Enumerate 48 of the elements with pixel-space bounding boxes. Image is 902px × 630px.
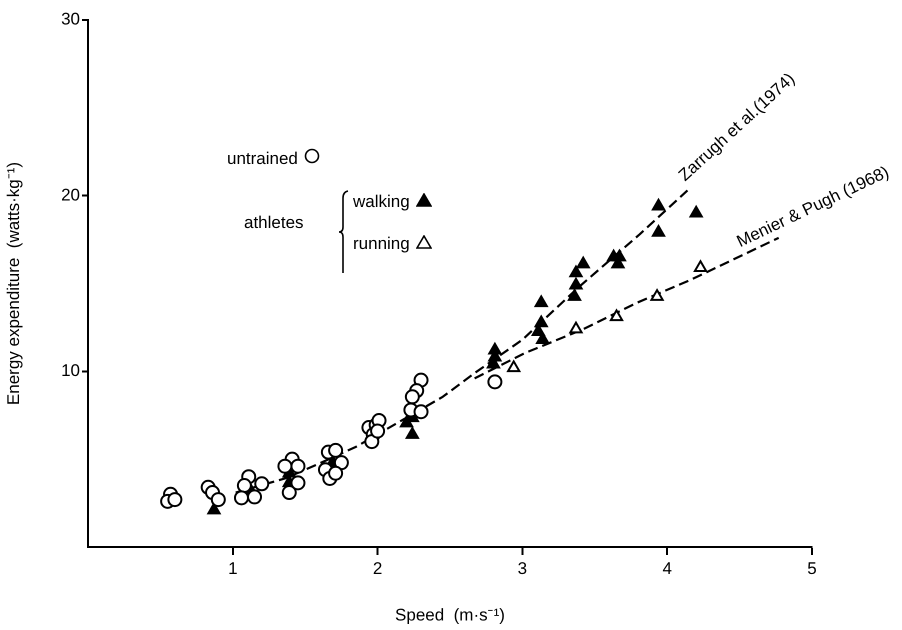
point xyxy=(610,309,624,322)
x-tick-label: 2 xyxy=(372,558,382,578)
x-axis-title: Speed (m·s⁻¹) xyxy=(395,605,505,624)
point xyxy=(254,476,270,492)
point xyxy=(167,492,182,508)
point xyxy=(650,289,664,301)
point xyxy=(247,489,262,504)
point xyxy=(277,458,292,474)
point xyxy=(282,485,297,500)
x-tick-label: 4 xyxy=(662,558,672,578)
y-tick-label: 30 xyxy=(61,10,80,29)
point xyxy=(534,295,548,308)
point xyxy=(569,278,583,290)
x-tick-label: 1 xyxy=(228,558,238,578)
point xyxy=(404,389,420,404)
point xyxy=(536,332,550,344)
point xyxy=(694,260,708,272)
point xyxy=(569,322,583,334)
point xyxy=(534,316,548,328)
legend-label: walking xyxy=(353,192,410,212)
point xyxy=(400,416,414,428)
point xyxy=(328,466,344,481)
legend-label: untrained xyxy=(227,148,298,168)
legend-label: running xyxy=(353,234,410,254)
point xyxy=(290,458,306,474)
point xyxy=(290,475,306,490)
point xyxy=(364,434,380,450)
legend-title: athletes xyxy=(244,213,304,233)
point xyxy=(414,404,429,420)
x-tick-label: 3 xyxy=(518,558,528,578)
point xyxy=(576,256,590,268)
point xyxy=(569,265,583,278)
point xyxy=(406,427,419,439)
point xyxy=(507,360,520,372)
point xyxy=(334,455,349,470)
point xyxy=(328,442,344,458)
point xyxy=(370,424,386,439)
point xyxy=(652,198,666,210)
point xyxy=(234,490,249,506)
point xyxy=(487,374,502,390)
y-axis-title: Energy expenditure (watts·kg⁻¹) xyxy=(4,162,23,406)
point xyxy=(568,289,582,301)
point xyxy=(210,492,226,508)
x-tick-label: 5 xyxy=(807,558,817,578)
y-tick-label: 10 xyxy=(61,361,80,380)
y-tick-label: 20 xyxy=(61,185,80,204)
point xyxy=(690,206,703,218)
point xyxy=(652,225,666,237)
